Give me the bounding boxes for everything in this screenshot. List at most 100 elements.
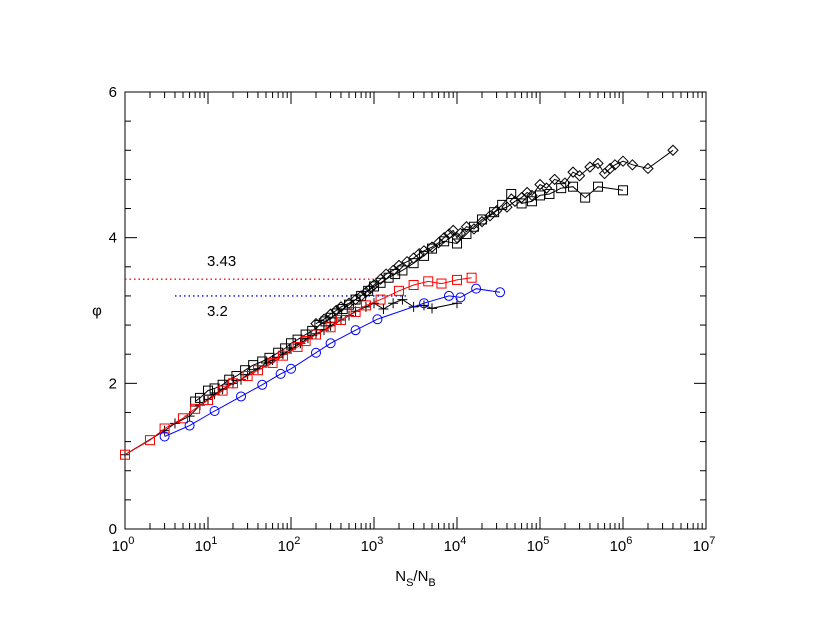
data-point xyxy=(454,227,467,240)
x-label-subscript: S xyxy=(406,577,413,589)
y-tick-label: 2 xyxy=(109,375,117,392)
series-line xyxy=(194,186,624,402)
x-tick-label: 105 xyxy=(527,535,550,555)
data-point xyxy=(178,413,189,424)
data-point xyxy=(534,178,546,191)
data-point xyxy=(427,243,438,254)
x-label-subscript: B xyxy=(428,577,435,589)
x-tick-label: 100 xyxy=(112,535,135,555)
data-point xyxy=(436,278,447,289)
y-tick-label: 6 xyxy=(109,84,117,101)
data-point xyxy=(242,371,253,382)
data-point xyxy=(489,207,500,218)
data-point xyxy=(120,449,130,460)
data-point xyxy=(642,162,654,175)
data-point xyxy=(443,290,454,301)
data-point xyxy=(439,236,450,247)
data-point xyxy=(335,314,346,325)
x-label-part: N xyxy=(395,568,406,585)
data-point xyxy=(609,159,621,171)
data-point xyxy=(159,431,170,442)
data-point xyxy=(618,185,628,196)
data-point xyxy=(320,316,331,327)
data-point xyxy=(286,363,296,374)
data-point xyxy=(423,276,434,287)
data-point xyxy=(252,365,263,376)
data-point xyxy=(418,298,429,309)
x-tick-exponent: 5 xyxy=(543,535,549,547)
data-point xyxy=(567,166,579,178)
y-tick-label: 0 xyxy=(109,521,117,538)
data-point xyxy=(144,435,155,446)
y-axis-label: φ xyxy=(92,303,102,320)
data-point xyxy=(426,241,438,253)
data-point xyxy=(378,304,389,315)
data-point xyxy=(310,329,321,340)
series-line xyxy=(164,288,501,437)
data-point xyxy=(397,294,408,305)
x-label-part: N xyxy=(418,568,429,585)
data-point xyxy=(592,157,604,170)
x-tick-exponent: 1 xyxy=(211,535,217,547)
data-point xyxy=(369,281,379,292)
data-point xyxy=(209,406,220,417)
x-tick-exponent: 6 xyxy=(626,535,632,547)
x-tick-label: 106 xyxy=(610,535,633,555)
data-point xyxy=(451,231,463,244)
data-point xyxy=(418,300,429,311)
data-point xyxy=(497,199,508,210)
data-point xyxy=(295,338,306,349)
data-point xyxy=(408,258,419,269)
data-point xyxy=(604,162,616,175)
data-point xyxy=(617,155,629,167)
data-point xyxy=(476,215,488,228)
series-layer xyxy=(120,144,679,460)
data-point xyxy=(325,338,336,349)
data-point xyxy=(626,159,639,171)
data-point xyxy=(159,423,170,434)
data-point xyxy=(203,395,213,406)
data-point xyxy=(350,306,361,317)
data-point xyxy=(360,300,371,311)
series-black-squares xyxy=(190,181,628,407)
series-red-squares xyxy=(120,272,477,460)
data-point xyxy=(471,283,482,294)
data-point xyxy=(568,181,579,192)
x-tick-exponent: 2 xyxy=(294,535,300,547)
data-point xyxy=(184,420,195,431)
data-point xyxy=(397,265,408,276)
data-point xyxy=(466,272,477,283)
series-line xyxy=(124,299,458,456)
data-point xyxy=(217,385,228,396)
data-point xyxy=(375,294,386,305)
x-tick-exponent: 4 xyxy=(460,535,466,547)
x-tick-exponent: 0 xyxy=(128,535,134,547)
data-point xyxy=(350,325,361,336)
data-point xyxy=(310,317,322,330)
data-point xyxy=(393,285,404,296)
data-point xyxy=(468,223,480,235)
data-point xyxy=(324,308,337,320)
series-line xyxy=(315,149,674,325)
x-tick-label: 107 xyxy=(693,535,716,555)
x-tick-label: 104 xyxy=(444,535,467,555)
data-point xyxy=(275,368,286,379)
data-point xyxy=(383,272,394,283)
data-point xyxy=(292,334,303,345)
x-tick-exponent: 3 xyxy=(377,535,383,547)
data-point xyxy=(501,201,513,213)
data-point xyxy=(461,229,472,240)
x-tick-label: 102 xyxy=(278,535,301,555)
data-point xyxy=(375,277,386,288)
data-point xyxy=(548,173,561,186)
reference-label: 3.2 xyxy=(207,303,228,320)
data-point xyxy=(267,357,278,368)
data-point xyxy=(350,294,361,305)
data-point xyxy=(236,391,247,402)
x-tick-label: 103 xyxy=(361,535,384,555)
x-tick-exponent: 7 xyxy=(709,535,715,547)
data-point xyxy=(408,280,419,291)
data-point xyxy=(455,292,466,303)
